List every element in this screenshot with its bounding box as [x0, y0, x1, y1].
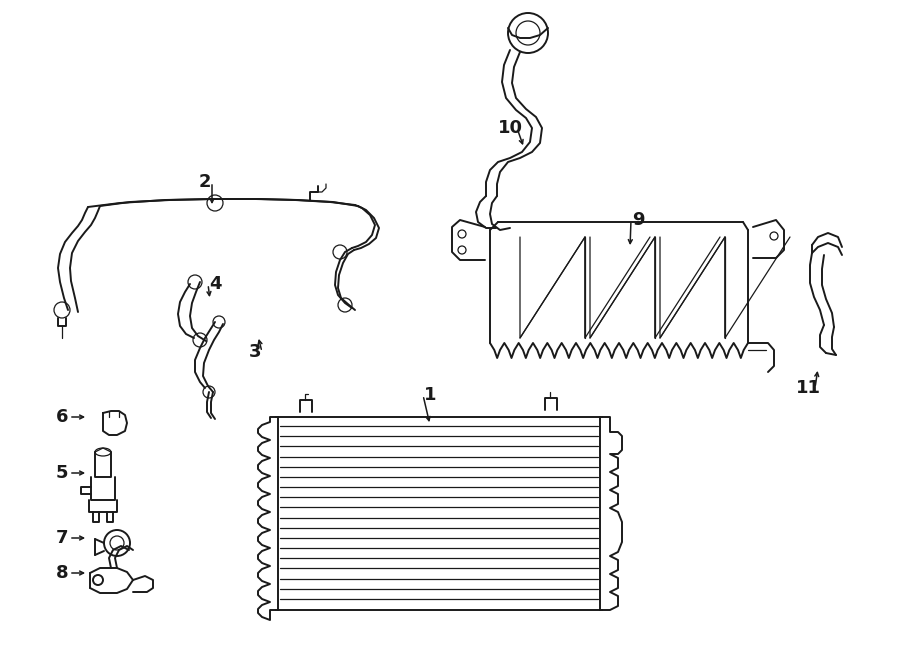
- Text: 8: 8: [56, 564, 68, 582]
- Text: 4: 4: [209, 275, 221, 293]
- Text: 5: 5: [56, 464, 68, 482]
- Text: 6: 6: [56, 408, 68, 426]
- Text: 1: 1: [424, 386, 436, 404]
- Text: 11: 11: [796, 379, 821, 397]
- Text: 2: 2: [199, 173, 212, 191]
- Text: 9: 9: [632, 211, 644, 229]
- Text: 7: 7: [56, 529, 68, 547]
- Text: 10: 10: [498, 119, 523, 137]
- Text: 3: 3: [248, 343, 261, 361]
